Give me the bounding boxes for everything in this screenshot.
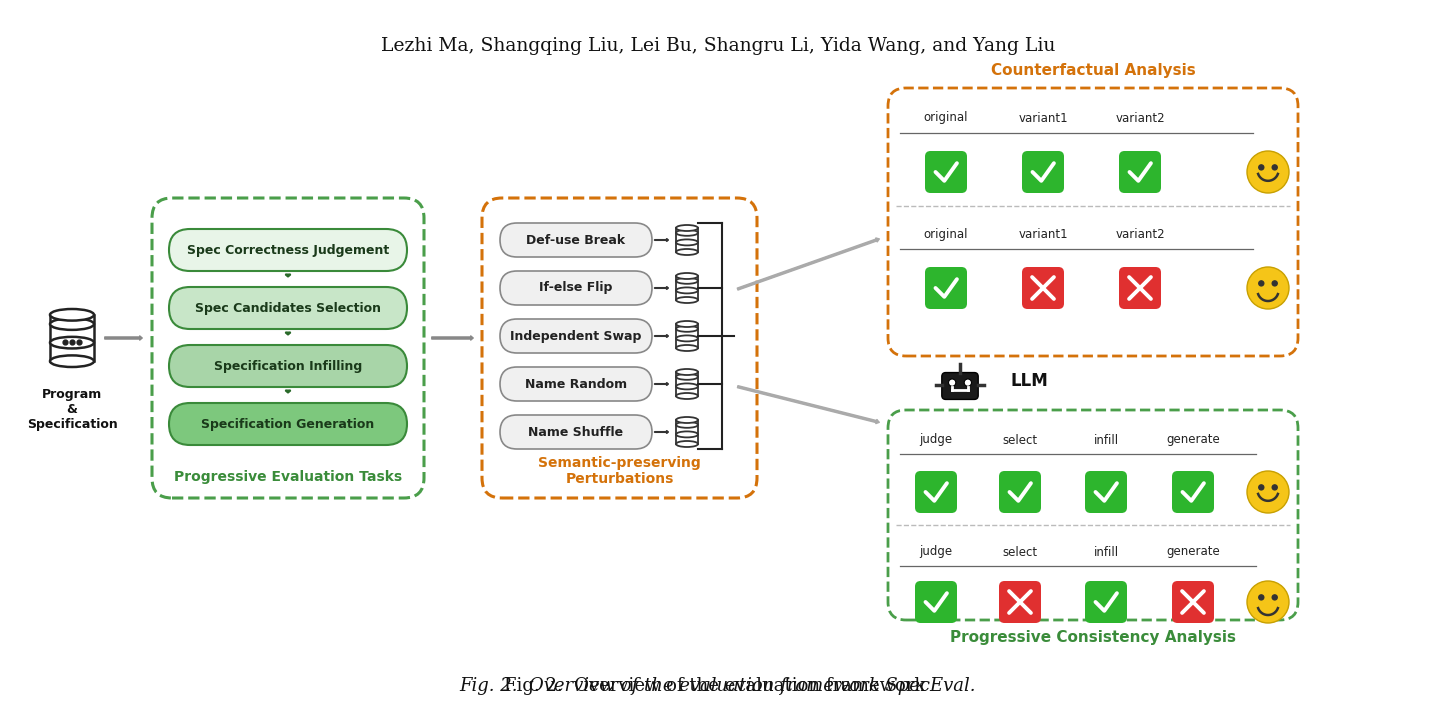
Circle shape bbox=[964, 379, 972, 387]
FancyBboxPatch shape bbox=[915, 581, 956, 623]
Text: Spec Candidates Selection: Spec Candidates Selection bbox=[195, 301, 381, 314]
Text: Program
&
Specification: Program & Specification bbox=[27, 388, 118, 431]
FancyBboxPatch shape bbox=[942, 373, 978, 400]
Ellipse shape bbox=[50, 355, 93, 367]
Circle shape bbox=[1259, 485, 1264, 490]
FancyBboxPatch shape bbox=[1086, 581, 1127, 623]
Text: variant2: variant2 bbox=[1116, 227, 1165, 240]
Text: variant1: variant1 bbox=[1018, 111, 1068, 124]
Text: original: original bbox=[923, 111, 968, 124]
FancyBboxPatch shape bbox=[1119, 151, 1160, 193]
Text: Name Shuffle: Name Shuffle bbox=[528, 425, 623, 438]
Text: variant1: variant1 bbox=[1018, 227, 1068, 240]
Text: Specification Infilling: Specification Infilling bbox=[214, 360, 362, 373]
Text: Counterfactual Analysis: Counterfactual Analysis bbox=[991, 63, 1195, 78]
FancyBboxPatch shape bbox=[925, 267, 966, 309]
Text: generate: generate bbox=[1166, 433, 1219, 446]
Ellipse shape bbox=[676, 417, 698, 423]
FancyBboxPatch shape bbox=[1022, 267, 1064, 309]
FancyBboxPatch shape bbox=[500, 223, 652, 257]
Circle shape bbox=[1259, 165, 1264, 170]
FancyBboxPatch shape bbox=[925, 151, 966, 193]
Circle shape bbox=[1246, 581, 1290, 623]
Text: Def-use Break: Def-use Break bbox=[527, 234, 626, 247]
FancyBboxPatch shape bbox=[999, 471, 1041, 513]
Ellipse shape bbox=[50, 337, 93, 349]
Circle shape bbox=[1272, 595, 1277, 600]
Ellipse shape bbox=[50, 318, 93, 330]
FancyBboxPatch shape bbox=[1086, 471, 1127, 513]
Circle shape bbox=[1272, 485, 1277, 490]
Text: select: select bbox=[1002, 433, 1038, 446]
Text: Name Random: Name Random bbox=[526, 378, 628, 390]
Text: Progressive Consistency Analysis: Progressive Consistency Analysis bbox=[951, 630, 1236, 645]
Ellipse shape bbox=[676, 225, 698, 231]
Text: Progressive Evaluation Tasks: Progressive Evaluation Tasks bbox=[174, 470, 402, 484]
FancyBboxPatch shape bbox=[50, 314, 93, 361]
Text: If-else Flip: If-else Flip bbox=[540, 282, 613, 295]
FancyBboxPatch shape bbox=[500, 367, 652, 401]
Circle shape bbox=[1259, 595, 1264, 600]
Circle shape bbox=[1246, 151, 1290, 193]
Text: generate: generate bbox=[1166, 545, 1219, 558]
Text: judge: judge bbox=[919, 545, 952, 558]
FancyBboxPatch shape bbox=[1172, 471, 1213, 513]
Text: Specification Generation: Specification Generation bbox=[201, 417, 375, 430]
Ellipse shape bbox=[676, 273, 698, 279]
Circle shape bbox=[1246, 471, 1290, 513]
Text: infill: infill bbox=[1093, 433, 1119, 446]
FancyBboxPatch shape bbox=[500, 319, 652, 353]
Text: Independent Swap: Independent Swap bbox=[510, 330, 642, 342]
Text: infill: infill bbox=[1093, 545, 1119, 558]
FancyBboxPatch shape bbox=[169, 287, 406, 329]
Circle shape bbox=[1246, 267, 1290, 309]
FancyBboxPatch shape bbox=[1022, 151, 1064, 193]
Text: Lezhi Ma, Shangqing Liu, Lei Bu, Shangru Li, Yida Wang, and Yang Liu: Lezhi Ma, Shangqing Liu, Lei Bu, Shangru… bbox=[381, 37, 1055, 55]
Text: select: select bbox=[1002, 545, 1038, 558]
FancyBboxPatch shape bbox=[1172, 581, 1213, 623]
Circle shape bbox=[1272, 281, 1277, 286]
Text: Spec Correctness Judgement: Spec Correctness Judgement bbox=[187, 243, 389, 256]
Text: Fig. 2.  Overview of the evaluation framework: Fig. 2. Overview of the evaluation frame… bbox=[504, 677, 932, 695]
FancyBboxPatch shape bbox=[999, 581, 1041, 623]
FancyBboxPatch shape bbox=[500, 271, 652, 305]
Ellipse shape bbox=[50, 309, 93, 320]
Ellipse shape bbox=[676, 369, 698, 375]
Circle shape bbox=[1272, 165, 1277, 170]
Text: Semantic-preserving
Perturbations: Semantic-preserving Perturbations bbox=[538, 456, 701, 486]
Text: variant2: variant2 bbox=[1116, 111, 1165, 124]
Ellipse shape bbox=[676, 321, 698, 327]
FancyBboxPatch shape bbox=[915, 471, 956, 513]
Circle shape bbox=[949, 379, 956, 387]
FancyBboxPatch shape bbox=[169, 229, 406, 271]
FancyBboxPatch shape bbox=[169, 403, 406, 445]
FancyBboxPatch shape bbox=[500, 415, 652, 449]
Text: judge: judge bbox=[919, 433, 952, 446]
FancyBboxPatch shape bbox=[169, 345, 406, 387]
FancyBboxPatch shape bbox=[1119, 267, 1160, 309]
Text: original: original bbox=[923, 227, 968, 240]
Text: LLM: LLM bbox=[1010, 372, 1048, 390]
Text: Fig. 2.  Overview of the evaluation framework SpecEval.: Fig. 2. Overview of the evaluation frame… bbox=[460, 677, 976, 695]
Circle shape bbox=[1259, 281, 1264, 286]
